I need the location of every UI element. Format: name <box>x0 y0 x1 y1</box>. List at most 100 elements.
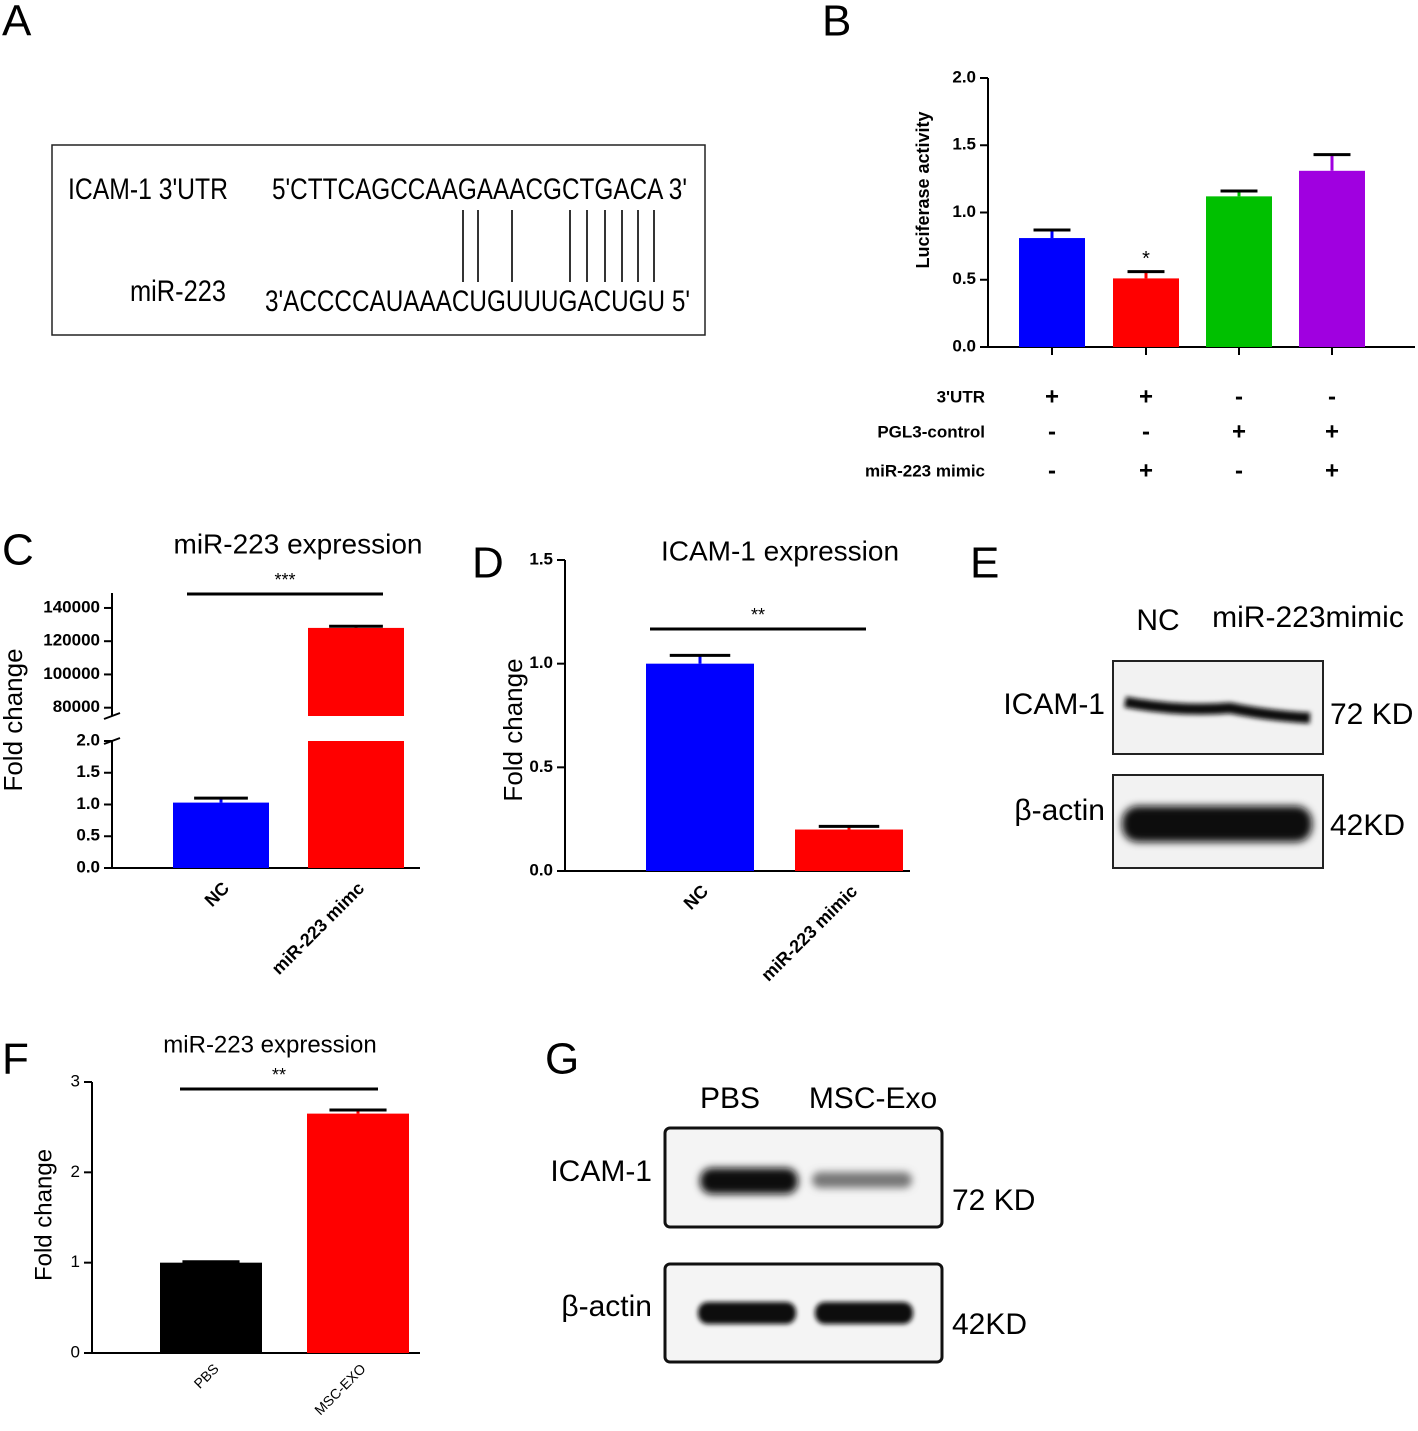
blot-band <box>815 1302 913 1324</box>
significance-label: *** <box>274 570 295 590</box>
blot-band <box>698 1302 796 1324</box>
y-tick-label: 2.0 <box>76 730 100 749</box>
significance-label: ** <box>751 605 765 625</box>
condition-sign: - <box>1048 457 1056 484</box>
axis-break <box>103 712 121 720</box>
condition-sign: + <box>1139 383 1153 410</box>
condition-sign: + <box>1139 457 1153 484</box>
blot-band <box>1124 696 1311 724</box>
bar <box>646 663 754 871</box>
x-tick-label: MSC-EXO <box>311 1360 369 1418</box>
value-annotation: * <box>1142 248 1150 270</box>
y-tick-label: 0.5 <box>529 757 553 776</box>
condition-sign: + <box>1325 457 1339 484</box>
y-tick-label: 1.5 <box>952 135 976 154</box>
chart-title: miR-223 expression <box>174 528 423 559</box>
y-tick-label: 0.0 <box>529 860 553 879</box>
y-axis-label: Fold change <box>498 658 528 801</box>
bar <box>795 829 903 871</box>
panel-label: C <box>2 526 34 575</box>
y-tick-label: 140000 <box>43 597 100 616</box>
size-label: 72 KD <box>1330 698 1413 731</box>
pairing-lines <box>462 210 655 282</box>
y-tick-label: 1.0 <box>76 794 100 813</box>
blot-band <box>700 1168 798 1194</box>
bar <box>1206 196 1272 347</box>
size-label: 42KD <box>1330 809 1405 842</box>
panel-label: F <box>2 1035 29 1084</box>
bar <box>160 1262 262 1353</box>
y-axis-label: Fold change <box>0 648 28 791</box>
y-axis-label: Luciferase activity <box>913 111 933 268</box>
y-axis-label: Fold change <box>30 1149 57 1281</box>
lane-label: miR-223mimic <box>1212 601 1404 634</box>
condition-sign: + <box>1232 418 1246 445</box>
y-tick-label: 2 <box>71 1162 80 1181</box>
y-tick-label: 0.0 <box>952 336 976 355</box>
y-tick-label: 1.5 <box>529 549 553 568</box>
condition-sign: - <box>1235 457 1243 484</box>
blot-band <box>1122 806 1312 842</box>
bar <box>1019 238 1085 347</box>
y-tick-label: 3 <box>71 1071 80 1090</box>
significance-label: ** <box>272 1065 286 1085</box>
protein-label: β-actin <box>1014 794 1105 827</box>
x-tick-label: miR-223 mimic <box>757 881 861 985</box>
mirna-sequence: 3'ACCCCAUAAACUGUUUGACUGU 5' <box>265 285 690 318</box>
x-tick-label: NC <box>201 878 234 911</box>
bar <box>308 627 404 716</box>
condition-sign: - <box>1142 418 1150 445</box>
chart-title: miR-223 expression <box>163 1031 376 1058</box>
panel-label: E <box>970 539 999 588</box>
panel-label: A <box>2 0 32 46</box>
y-tick-label: 1 <box>71 1252 80 1271</box>
panel-label: B <box>822 0 851 46</box>
axis-break <box>103 737 121 745</box>
size-label: 42KD <box>952 1308 1027 1341</box>
y-tick-label: 120000 <box>43 631 100 650</box>
condition-sign: - <box>1048 418 1056 445</box>
bar <box>1113 278 1179 347</box>
y-tick-label: 80000 <box>53 697 100 716</box>
panel-label: D <box>472 539 504 588</box>
protein-label: ICAM-1 <box>1003 688 1105 721</box>
y-tick-label: 1.5 <box>76 762 100 781</box>
y-tick-label: 1.0 <box>952 202 976 221</box>
bar <box>173 802 269 868</box>
condition-label: 3'UTR <box>937 387 985 406</box>
bar <box>307 1113 409 1353</box>
panel-label: G <box>545 1035 579 1084</box>
lane-label: MSC-Exo <box>809 1082 937 1115</box>
bar <box>1299 170 1365 347</box>
y-tick-label: 1.0 <box>529 653 553 672</box>
y-tick-label: 0.0 <box>76 857 100 876</box>
protein-label: β-actin <box>561 1290 652 1323</box>
lane-label: PBS <box>700 1082 760 1115</box>
chart-title: ICAM-1 expression <box>661 535 899 566</box>
condition-sign: + <box>1045 383 1059 410</box>
y-tick-label: 100000 <box>43 664 100 683</box>
lane-label: NC <box>1136 604 1179 637</box>
y-tick-label: 2.0 <box>952 67 976 86</box>
condition-sign: - <box>1328 383 1336 410</box>
condition-sign: - <box>1235 383 1243 410</box>
mirna-label: miR-223 <box>130 275 226 308</box>
y-tick-label: 0.5 <box>952 269 976 288</box>
target-sequence: 5'CTTCAGCCAAGAAACGCTGACA 3' <box>272 173 687 206</box>
size-label: 72 KD <box>952 1184 1035 1217</box>
protein-label: ICAM-1 <box>550 1155 652 1188</box>
sequence-box <box>51 144 706 336</box>
condition-label: miR-223 mimic <box>865 461 985 480</box>
blot-frame <box>663 1262 944 1364</box>
x-tick-label: NC <box>680 881 713 914</box>
x-tick-label: miR-223 mimc <box>268 878 368 978</box>
y-tick-label: 0 <box>71 1342 80 1361</box>
target-label: ICAM-1 3'UTR <box>68 173 228 206</box>
blot-band <box>812 1172 912 1188</box>
blot-frame <box>663 1126 944 1229</box>
condition-label: PGL3-control <box>877 422 985 441</box>
condition-sign: + <box>1325 418 1339 445</box>
y-tick-label: 0.5 <box>76 826 100 845</box>
x-tick-label: PBS <box>191 1360 222 1391</box>
